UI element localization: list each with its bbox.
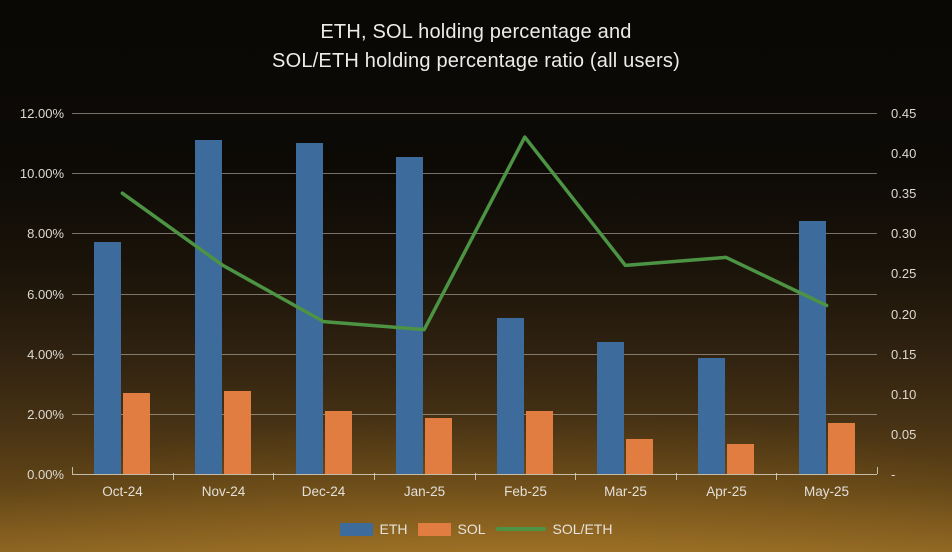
legend-label: ETH: [379, 521, 408, 537]
y-axis-label-left: 12.00%: [19, 106, 64, 121]
sol-bar: [526, 411, 553, 474]
sol-bar: [828, 423, 855, 474]
x-axis-tick: [173, 473, 174, 480]
legend-item: SOL: [417, 521, 486, 537]
plot-area: [72, 113, 878, 480]
x-axis-label: Dec-24: [301, 484, 346, 499]
y-axis-label-right: 0.20: [891, 306, 917, 322]
gridline: [72, 293, 877, 295]
x-axis-label: Apr-25: [706, 484, 747, 499]
x-axis-tick: [475, 473, 476, 480]
x-axis-line: [72, 474, 877, 475]
x-axis-label: Oct-24: [102, 484, 143, 499]
gridline: [72, 173, 877, 175]
chart-title-line1: ETH, SOL holding percentage and: [320, 21, 632, 43]
ratio-line: [120, 135, 829, 332]
sol-bar: [224, 391, 251, 474]
chart-title: ETH, SOL holding percentage and SOL/ETH …: [0, 18, 952, 76]
legend-label: SOL: [457, 521, 486, 537]
eth-bar: [799, 221, 826, 474]
legend-line-swatch: [495, 527, 546, 531]
gridline: [72, 413, 877, 415]
y-axis-label-left: 10.00%: [19, 166, 64, 182]
eth-bar: [94, 242, 121, 474]
eth-bar: [698, 358, 725, 474]
sol-bar: [727, 444, 754, 474]
sol-bar: [425, 418, 452, 474]
y-axis-label-left: 4.00%: [27, 346, 64, 362]
chart-title-line2: SOL/ETH holding percentage ratio (all us…: [272, 50, 680, 72]
sol-bar: [123, 393, 150, 474]
y-axis-label-right: 0.15: [891, 346, 917, 362]
legend-item: SOL/ETH: [495, 521, 613, 537]
eth-bar: [597, 342, 624, 474]
x-axis-tick: [776, 473, 777, 480]
eth-bar: [497, 318, 524, 474]
gridline: [72, 113, 877, 114]
x-axis-label: Feb-25: [504, 484, 547, 499]
ratio-line-chart: [120, 135, 829, 332]
y-axis-label-right: 0.40: [891, 146, 917, 162]
x-axis-label: Nov-24: [201, 484, 246, 499]
legend-rect-swatch: [339, 522, 373, 536]
legend-item: ETH: [339, 521, 408, 537]
x-axis-label: May-25: [803, 484, 849, 499]
x-axis-label: Mar-25: [604, 484, 647, 499]
legend: ETH SOL SOL/ETH: [0, 519, 952, 539]
legend-label: SOL/ETH: [552, 521, 613, 537]
x-axis-tick: [676, 473, 677, 480]
sol-bar: [325, 411, 352, 474]
x-axis-tick: [374, 473, 375, 480]
eth-bar: [396, 157, 423, 474]
y-axis-label-right: -: [891, 467, 896, 482]
y-axis-label-left: 0.00%: [27, 467, 64, 482]
x-axis-endcap: [72, 467, 73, 474]
y-axis-label-right: 0.35: [891, 186, 917, 202]
y-axis-label-right: 0.05: [891, 426, 917, 442]
y-axis-label-right: 0.25: [891, 266, 917, 282]
x-axis-label: Jan-25: [403, 484, 446, 499]
y-axis-label-right: 0.30: [891, 226, 917, 242]
x-axis-endcap: [877, 467, 878, 474]
eth-bar: [195, 140, 222, 474]
y-axis-label-right: 0.10: [891, 386, 917, 402]
y-axis-label-right: 0.45: [891, 106, 917, 121]
legend-rect-swatch: [417, 522, 451, 536]
y-axis-label-left: 6.00%: [27, 286, 64, 302]
y-axis-label-left: 8.00%: [27, 226, 64, 242]
x-axis-tick: [273, 473, 274, 480]
gridline: [72, 353, 877, 355]
sol-bar: [626, 439, 653, 474]
y-axis-label-left: 2.00%: [27, 406, 64, 422]
x-axis-tick: [575, 473, 576, 480]
